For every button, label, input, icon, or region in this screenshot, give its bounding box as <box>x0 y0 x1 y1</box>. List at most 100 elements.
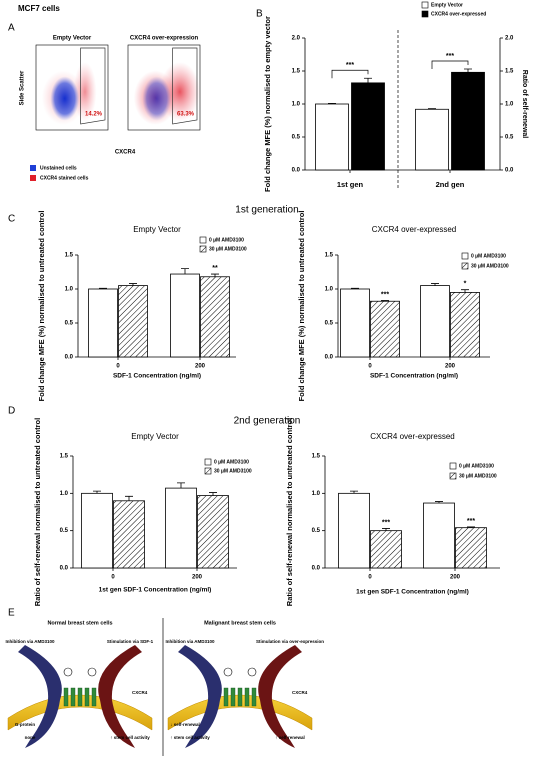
y2-tick-label: 1.5 <box>505 69 514 75</box>
receptor <box>77 687 83 707</box>
legend-swatch <box>421 10 429 18</box>
bar <box>455 527 487 569</box>
y-tick-label: 2.0 <box>292 36 301 42</box>
legend-swatch <box>199 236 207 244</box>
significance: *** <box>467 518 475 525</box>
x-tick-label: 2nd gen <box>436 180 465 189</box>
bar <box>197 495 229 569</box>
bar <box>420 285 450 358</box>
diagram-label: Inhibition via AMD3100 <box>165 639 215 644</box>
chart-title: Empty Vector <box>133 225 181 234</box>
diagram-label: Stimulation via over-expression <box>256 639 324 644</box>
chart-title: CXCR4 over-expressed <box>372 225 456 234</box>
y-axis-label: Ratio of self-renewal normalised to untr… <box>285 418 294 606</box>
significance-bracket <box>331 69 369 79</box>
diagram-label: ↓ self-renewal <box>170 722 200 727</box>
bar <box>200 276 230 358</box>
legend-swatch <box>204 458 212 466</box>
y-tick-label: 0.0 <box>60 566 69 572</box>
error-bar <box>382 528 390 531</box>
error-bar <box>461 289 469 293</box>
diagram-label: ↑ stem cell activity <box>110 735 150 740</box>
y2-tick-label: 0.0 <box>505 168 514 174</box>
y-tick-label: 0.5 <box>325 321 334 327</box>
y-tick-label: 1.5 <box>65 253 74 259</box>
legend-label: 30 µM AMD3100 <box>471 263 509 269</box>
legend-label: 30 µM AMD3100 <box>214 468 252 474</box>
legend-label: 0 µM AMD3100 <box>214 459 249 465</box>
y-tick-label: 0.5 <box>60 528 69 534</box>
y-tick-label: 0.5 <box>312 528 321 534</box>
gate <box>80 47 106 125</box>
bar <box>340 288 370 358</box>
legend-swatch <box>30 165 36 171</box>
significance: *** <box>446 53 454 60</box>
receptor <box>230 687 236 707</box>
panel-label: C <box>8 214 15 225</box>
legend-swatch <box>461 262 469 270</box>
y-axis-label: Ratio of self-renewal normalised to untr… <box>33 418 42 606</box>
bar <box>415 108 449 171</box>
y-tick-label: 1.0 <box>60 491 69 497</box>
error-bar <box>209 492 217 496</box>
receptor <box>244 687 250 707</box>
error-bar <box>177 482 185 489</box>
x-axis-label: SDF-1 Concentration (ng/ml) <box>113 373 201 380</box>
y2-tick-label: 0.5 <box>505 135 514 141</box>
arrow-inhibit <box>178 645 222 748</box>
y-tick-label: 1.0 <box>325 287 334 293</box>
x-axis-label: SDF-1 Concentration (ng/ml) <box>370 373 458 380</box>
axis-label: Side Scatter <box>20 70 26 105</box>
figure-title: MCF7 cells <box>18 4 60 13</box>
y-tick-label: 0.5 <box>65 321 74 327</box>
legend-swatch <box>204 467 212 475</box>
y-axis-label: Fold change MFE (%) normalised to empty … <box>263 16 272 192</box>
diagram-label: CXCR4 <box>292 690 308 695</box>
bar <box>118 285 148 358</box>
y-tick-label: 1.5 <box>60 454 69 460</box>
diagram-label: none <box>25 735 36 740</box>
x-tick-label: 1st gen <box>337 180 364 189</box>
x-tick-label: 200 <box>450 575 461 581</box>
error-bar <box>350 490 358 494</box>
bar <box>170 273 200 358</box>
legend-label: 0 µM AMD3100 <box>459 463 494 469</box>
symbol <box>63 667 73 677</box>
panel-label: E <box>8 608 15 619</box>
axis-label: CXCR4 <box>115 150 136 156</box>
arrow-stimulate <box>98 645 142 748</box>
receptor <box>237 687 243 707</box>
error-bar <box>435 501 443 504</box>
density <box>50 76 80 121</box>
x-tick-label: 0 <box>111 575 115 581</box>
significance: *** <box>382 519 390 526</box>
y2-axis-label: Ratio of self-renewal <box>521 70 528 139</box>
receptor <box>70 687 76 707</box>
error-bar <box>467 526 475 528</box>
x-tick-label: 200 <box>192 575 203 581</box>
error-bar <box>431 283 439 286</box>
legend-swatch <box>461 252 469 260</box>
error-bar <box>125 495 133 501</box>
panel-label: B <box>256 9 263 20</box>
bar <box>113 500 145 569</box>
diagram-label: Inhibition via AMD3100 <box>5 639 55 644</box>
y-tick-label: 1.0 <box>312 491 321 497</box>
error-bar <box>99 287 107 289</box>
section-heading: 2nd generation <box>234 416 301 427</box>
y-tick-label: 0.0 <box>312 566 321 572</box>
y2-tick-label: 1.0 <box>505 102 514 108</box>
diagram-label: Stimulation via SDF-1 <box>107 639 154 644</box>
significance: * <box>464 281 467 288</box>
y-tick-label: 1.5 <box>312 454 321 460</box>
receptor <box>223 687 229 707</box>
bar <box>315 103 349 171</box>
panel-label: D <box>8 406 15 417</box>
bar <box>88 288 118 358</box>
y-tick-label: 0.0 <box>65 355 74 361</box>
bar <box>351 82 385 171</box>
error-bar <box>464 68 472 73</box>
bar <box>423 502 455 569</box>
error-bar <box>328 102 336 104</box>
